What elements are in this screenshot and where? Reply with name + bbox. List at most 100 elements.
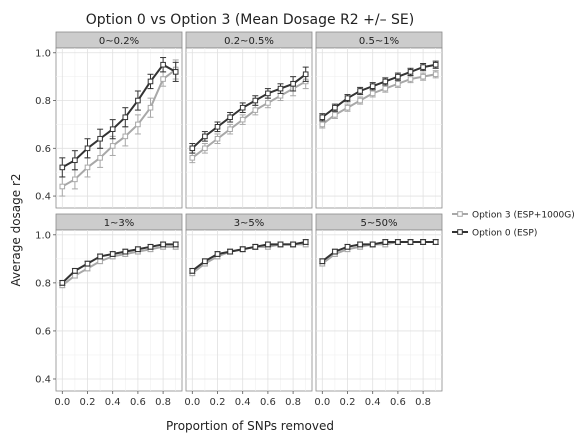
x-axis-label: Proportion of SNPs removed xyxy=(166,419,334,433)
data-point xyxy=(382,239,389,245)
data-point xyxy=(227,114,233,121)
legend-label: Option 0 (ESP) xyxy=(472,229,537,239)
data-point xyxy=(84,145,91,152)
data-point xyxy=(227,126,233,132)
data-point xyxy=(407,76,414,82)
x-tick-label: 0.6 xyxy=(130,397,146,408)
series-line xyxy=(61,63,177,169)
data-point xyxy=(109,126,116,132)
data-point xyxy=(72,176,78,183)
data-point xyxy=(407,239,414,245)
panel-strip-label: 3~5% xyxy=(234,218,265,229)
data-point xyxy=(277,85,284,92)
data-point xyxy=(319,258,326,265)
data-point xyxy=(395,81,401,87)
data-point xyxy=(382,78,389,85)
series-line xyxy=(321,73,436,126)
data-point xyxy=(369,90,376,97)
data-point xyxy=(265,241,271,248)
data-point xyxy=(97,135,103,142)
data-point xyxy=(202,133,208,140)
x-tick-label: 0.6 xyxy=(260,397,276,408)
data-point xyxy=(290,81,296,87)
panel: 0.2~0.5% xyxy=(185,31,313,209)
x-tick-label: 0.0 xyxy=(54,397,70,408)
y-tick-label: 0.4 xyxy=(35,192,51,203)
data-point xyxy=(109,143,116,149)
series-line xyxy=(191,241,306,272)
legend: Option 3 (ESP+1000G) Option 0 (ESP) xyxy=(452,211,575,239)
panel-background xyxy=(185,229,313,392)
panel: 0.5~1% xyxy=(315,31,443,209)
data-point xyxy=(369,241,376,248)
data-point xyxy=(214,251,221,257)
x-tick-label: 0.4 xyxy=(235,397,251,408)
data-point xyxy=(420,73,426,80)
x-tick-label: 0.2 xyxy=(210,397,226,408)
data-point xyxy=(407,69,414,75)
data-point xyxy=(290,241,296,248)
data-point xyxy=(357,241,363,248)
data-point xyxy=(135,97,141,104)
series-line xyxy=(61,68,177,188)
data-point xyxy=(147,78,154,85)
x-tick-label: 0.8 xyxy=(415,397,431,408)
data-point xyxy=(160,61,166,68)
series-line xyxy=(61,243,176,284)
panel: 5~50% 0.0 0.2 0.4 0.6 0.8 xyxy=(314,213,443,408)
data-point xyxy=(202,145,208,152)
data-point xyxy=(277,92,284,99)
legend-item: Option 3 (ESP+1000G) xyxy=(452,211,575,221)
data-point xyxy=(227,248,233,255)
panel: 3~5% 0.0 0.2 0.4 0.6 0.8 xyxy=(184,213,313,408)
data-point xyxy=(252,244,259,250)
data-point xyxy=(97,258,103,265)
series-line xyxy=(191,80,307,159)
x-tick-label: 0.8 xyxy=(155,397,171,408)
data-point xyxy=(357,88,363,94)
y-axis-label: Average dosage r2 xyxy=(9,173,23,286)
data-point xyxy=(302,71,309,78)
data-point xyxy=(432,239,439,245)
data-point xyxy=(382,85,389,92)
legend-marker xyxy=(457,211,463,217)
panel: 1~3% 0.4 0.6 0.8 1.0 0.0 0.2 0.4 0.6 0.8 xyxy=(35,213,183,408)
x-tick-label: 0.2 xyxy=(340,397,356,408)
data-point xyxy=(214,124,221,130)
data-point xyxy=(72,272,78,279)
data-point xyxy=(172,69,179,75)
y-tick-label: 0.6 xyxy=(35,326,51,337)
data-point xyxy=(147,244,154,250)
data-point xyxy=(122,133,129,140)
panel-strip-label: 0.2~0.5% xyxy=(224,36,274,47)
data-point xyxy=(369,83,376,90)
series-line xyxy=(191,73,307,150)
data-point xyxy=(97,155,103,161)
series-line xyxy=(321,241,436,263)
data-point xyxy=(160,76,166,82)
legend-label: Option 3 (ESP+1000G) xyxy=(472,211,575,221)
x-tick-label: 0.0 xyxy=(314,397,330,408)
data-point xyxy=(59,164,66,171)
data-point xyxy=(265,90,271,97)
data-point xyxy=(214,135,221,142)
y-tick-label: 1.0 xyxy=(35,230,51,241)
y-tick-label: 0.6 xyxy=(35,144,51,155)
legend-marker xyxy=(457,229,463,235)
data-point xyxy=(395,239,401,245)
x-tick-label: 0.8 xyxy=(285,397,301,408)
data-point xyxy=(252,97,259,104)
data-point xyxy=(420,239,426,245)
data-point xyxy=(332,112,338,118)
data-point xyxy=(189,145,196,152)
data-point xyxy=(135,246,141,253)
data-point xyxy=(357,97,363,104)
data-point xyxy=(420,64,426,70)
data-point xyxy=(160,241,166,248)
data-point xyxy=(252,107,259,113)
data-point xyxy=(332,104,338,111)
data-point xyxy=(84,265,91,272)
data-point xyxy=(189,268,196,274)
data-point xyxy=(189,155,196,161)
data-point xyxy=(135,121,141,128)
